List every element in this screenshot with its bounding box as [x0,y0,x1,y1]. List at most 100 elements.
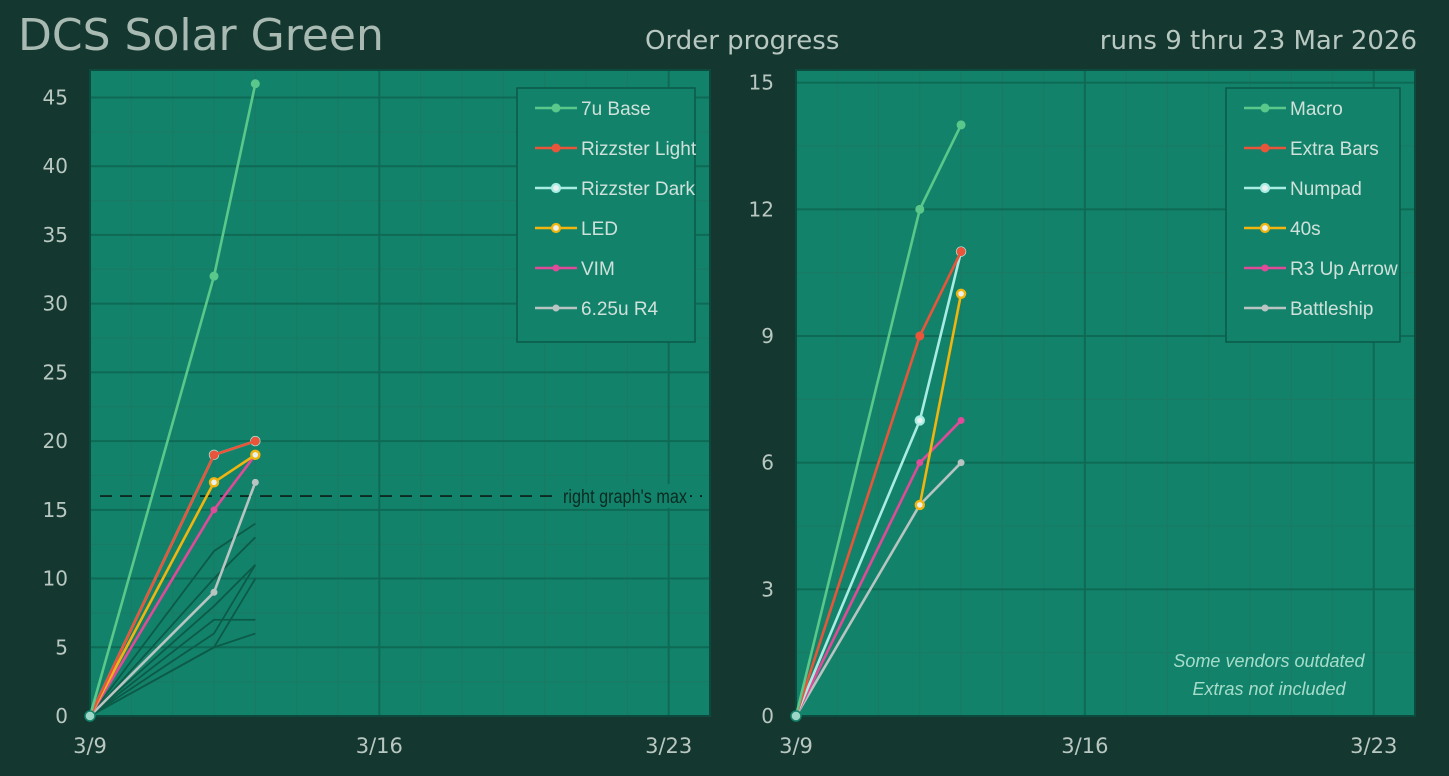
chart-2-legend-marker [1261,304,1269,312]
chart-2-origin-point [790,710,802,722]
chart-1-legend-item: 7u Base [535,99,651,120]
chart-1-data-point [250,79,260,89]
chart-1-background-line [89,522,256,717]
chart-1-legend-marker [550,222,562,234]
chart-2-data-point [956,120,966,130]
chart-2-data-point [916,459,924,467]
chart-1-series-line [84,449,261,722]
chart-1-x-tick-label: 3/9 [73,734,107,758]
chart-2-y-tick-label: 9 [761,324,774,348]
chart-2-legend-box [1225,87,1401,343]
chart-2-y-tick-label: 12 [749,197,774,221]
chart-1-legend-marker [551,143,561,153]
chart-2-legend-item: 40s [1244,219,1321,240]
chart-2-legend-marker [1260,143,1270,153]
chart-1-y-tick-label: 25 [43,360,68,384]
chart-1-x-tick-label: 3/16 [356,734,403,758]
chart-2-y-tick-label: 3 [761,577,774,601]
chart-2: 0 3 6 9 12 15 3/9 3/16 3/23 Macro Extra Bars Numpad… [749,69,1416,758]
chart-1-data-point [250,436,260,446]
chart-2-data-point [915,204,925,214]
chart-2-legend-label: Battleship [1290,299,1373,320]
chart-1-background-line [89,536,256,717]
chart-1-x-tick-label: 3/23 [645,734,692,758]
chart-1-background-line [89,618,256,717]
chart-1-legend-label: Rizzster Light [581,139,697,160]
chart-2-plot-frame [795,69,1416,717]
chart-1-background-line [89,564,257,717]
chart-1-y-tick-label: 45 [43,85,68,109]
chart-1-data-point [251,478,259,486]
chart-2-data-point [914,415,925,426]
chart-1-legend: 7u Base Rizzster Light Rizzster Dark LED VIM… [516,87,697,343]
chart-2-legend-marker [1259,222,1271,234]
chart-1-background-line [89,564,256,717]
chart-2-x-tick-label: 3/23 [1350,734,1397,758]
chart-1: 0 5 10 15 20 25 30 35 40 45 3/9 3/16 3/23 right graph… [43,69,711,758]
chart-1-y-tick-label: 15 [43,498,68,522]
chart-2-legend: Macro Extra Bars Numpad 40s R3 Up Arrow Battl… [1225,87,1401,343]
chart-1-plot-frame [89,69,711,717]
chart-1-data-point [208,477,220,488]
chart-2-data-point [957,459,965,467]
chart-1-y-tick-label: 0 [55,704,68,728]
date-range: runs 9 thru 23 Mar 2026 [1099,26,1417,56]
chart-2-legend-marker [1260,103,1270,113]
chart-1-y-tick-label: 30 [43,292,68,316]
chart-2-data-point [957,416,965,424]
chart-1-legend-marker [550,182,562,194]
chart-1-legend-item: Rizzster Dark [535,179,696,200]
chart-1-legend-marker [552,304,560,312]
chart-2-legend-label: Macro [1290,99,1343,120]
chart-2-data-point [914,499,925,511]
chart-1-legend-label: 6.25u R4 [581,299,659,320]
chart-1-legend-item: VIM [535,259,615,280]
chart-1-legend-item: LED [535,219,618,240]
chart-1-legend-label: Rizzster Dark [581,179,696,200]
chart-1-legend-item: Rizzster Light [535,139,697,160]
chart-2-legend-label: 40s [1290,219,1321,240]
chart-1-data-point [210,588,218,596]
chart-2-legend-item: Extra Bars [1244,139,1379,160]
chart-2-legend-item: R3 Up Arrow [1244,259,1398,280]
chart-2-legend-item: Macro [1244,99,1343,120]
chart-1-data-point [209,271,219,281]
chart-1-y-tick-label: 20 [43,429,68,453]
chart-2-data-point [956,247,966,257]
chart-2-series-line [914,288,967,511]
chart-1-legend-label: 7u Base [581,99,651,120]
chart-1-legend-label: VIM [581,259,615,280]
chart-2-y-tick-label: 15 [749,71,774,95]
chart-2-data-point [955,288,967,299]
chart-2-y-tick-label: 6 [761,451,774,475]
chart-1-y-tick-label: 10 [43,567,68,591]
chart-2-legend-label: Extra Bars [1290,139,1379,160]
chart-1-data-point [250,449,261,461]
chart-1-y-tick-label: 5 [55,635,68,659]
chart-2-data-point [915,331,925,341]
chart-1-legend-marker [552,264,560,272]
chart-2-annotation-text: Extras not included [1192,679,1346,699]
chart-2-annotation-text: Some vendors outdated [1173,651,1365,671]
chart-2-x-tick-label: 3/16 [1061,734,1108,758]
chart-2-y-tick-label: 0 [761,704,774,728]
chart-1-background-line [89,632,256,717]
chart-1-origin-point [84,710,96,722]
page-title: DCS Solar Green [18,10,384,61]
chart-2-x-tick-label: 3/9 [779,734,813,758]
chart-1-y-tick-label: 40 [43,154,68,178]
chart-1-legend-marker [551,103,561,113]
chart-1-data-point [210,506,218,514]
chart-1-y-tick-label: 35 [43,223,68,247]
chart-1-legend-box [516,87,696,343]
chart-2-legend-marker [1261,264,1269,272]
chart-2-legend-marker [1259,182,1271,194]
chart-1-legend-label: LED [581,219,618,240]
chart-1-reference-label-bg [560,484,690,509]
chart-1-data-point [209,450,219,460]
chart-2-series-path [918,293,963,506]
chart-1-legend-item: 6.25u R4 [535,299,659,320]
chart-2-legend-label: R3 Up Arrow [1290,259,1398,280]
